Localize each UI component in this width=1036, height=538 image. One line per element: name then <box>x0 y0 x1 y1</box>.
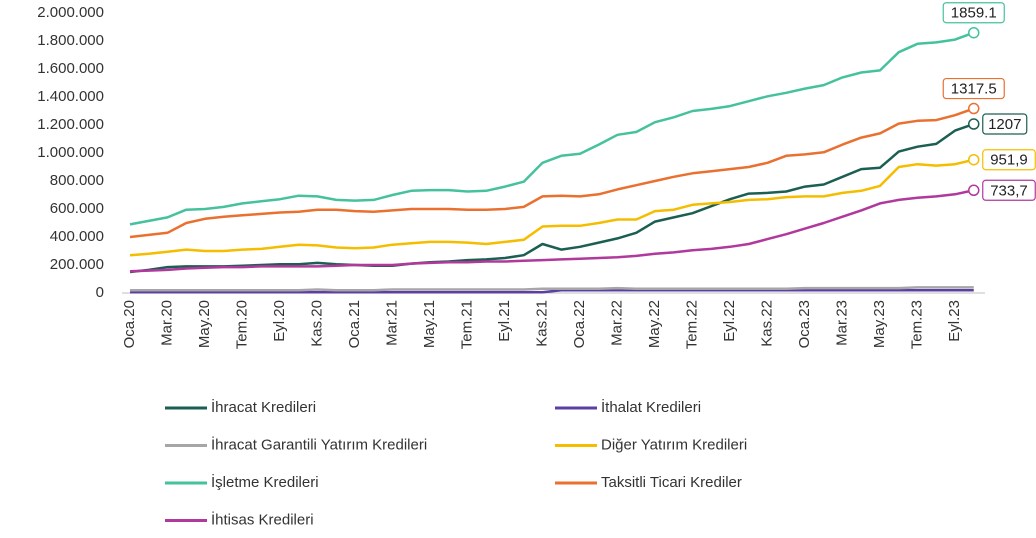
legend-label: İşletme Kredileri <box>211 473 319 491</box>
x-tick-label: Eyl.23 <box>946 300 963 342</box>
value-label-box <box>982 149 1036 171</box>
x-tick-label: Mar.22 <box>608 300 625 346</box>
value-label-box <box>942 77 1005 100</box>
x-tick-label: Oca.22 <box>571 300 588 348</box>
x-tick-label: May.20 <box>196 300 213 348</box>
y-tick-label: 2.000.000 <box>37 4 104 21</box>
y-tick-label: 1.000.000 <box>37 144 104 161</box>
end-marker <box>968 102 980 115</box>
value-label: 951,9 <box>990 152 1028 169</box>
x-tick-label: Eyl.21 <box>496 300 513 342</box>
y-tick-label: 400.000 <box>50 228 104 245</box>
x-tick-label: Kas.20 <box>308 300 325 347</box>
x-tick-label: Eyl.20 <box>271 300 288 342</box>
value-label-box <box>942 2 1005 24</box>
value-label-box <box>982 113 1028 135</box>
y-tick-label: 1.400.000 <box>37 88 104 105</box>
series-line <box>129 158 975 257</box>
y-tick-label: 0 <box>96 284 104 301</box>
value-label-box <box>982 179 1036 201</box>
value-label: 733,7 <box>990 182 1028 199</box>
x-tick-label: Tem.20 <box>233 300 250 349</box>
series-line <box>129 189 975 273</box>
x-tick-label: Oca.23 <box>796 300 813 348</box>
end-marker <box>968 184 980 197</box>
x-tick-label: Mar.23 <box>833 300 850 346</box>
x-tick-label: Mar.20 <box>158 300 175 346</box>
x-tick-label: May.22 <box>646 300 663 348</box>
x-tick-label: Oca.20 <box>121 300 138 348</box>
end-marker <box>968 153 980 166</box>
x-tick-label: Kas.21 <box>533 300 550 347</box>
legend-label: İhtisas Kredileri <box>211 510 314 528</box>
legend-label: İthalat Kredileri <box>601 398 701 416</box>
y-tick-label: 1.200.000 <box>37 116 104 133</box>
end-marker <box>968 26 980 39</box>
end-marker <box>968 118 980 130</box>
series-line <box>129 122 975 274</box>
x-tick-label: May.21 <box>421 300 438 348</box>
legend-label: Diğer Yatırım Kredileri <box>601 436 747 453</box>
y-tick-label: 800.000 <box>50 172 104 189</box>
legend-label: Taksitli Ticari Krediler <box>601 474 742 491</box>
series-line <box>129 107 975 239</box>
x-tick-label: Tem.23 <box>908 300 925 349</box>
x-tick-label: Tem.21 <box>458 300 475 349</box>
x-tick-label: Oca.21 <box>346 300 363 348</box>
x-tick-label: Tem.22 <box>683 300 700 349</box>
y-tick-label: 200.000 <box>50 256 104 273</box>
value-label: 1859.1 <box>951 5 997 22</box>
value-label: 1317.5 <box>951 81 997 98</box>
y-tick-label: 600.000 <box>50 200 104 217</box>
series-line <box>129 31 975 226</box>
x-tick-label: Mar.21 <box>383 300 400 346</box>
legend-label: İhracat Garantili Yatırım Kredileri <box>211 435 427 453</box>
x-tick-label: May.23 <box>871 300 888 348</box>
series-line <box>130 288 974 294</box>
x-tick-label: Kas.22 <box>758 300 775 347</box>
x-tick-label: Eyl.22 <box>721 300 738 342</box>
series-line <box>130 286 974 292</box>
legend-label: İhracat Kredileri <box>211 398 316 416</box>
value-label: 1207 <box>988 116 1021 133</box>
y-tick-label: 1.800.000 <box>37 32 104 49</box>
y-tick-label: 1.600.000 <box>37 60 104 77</box>
